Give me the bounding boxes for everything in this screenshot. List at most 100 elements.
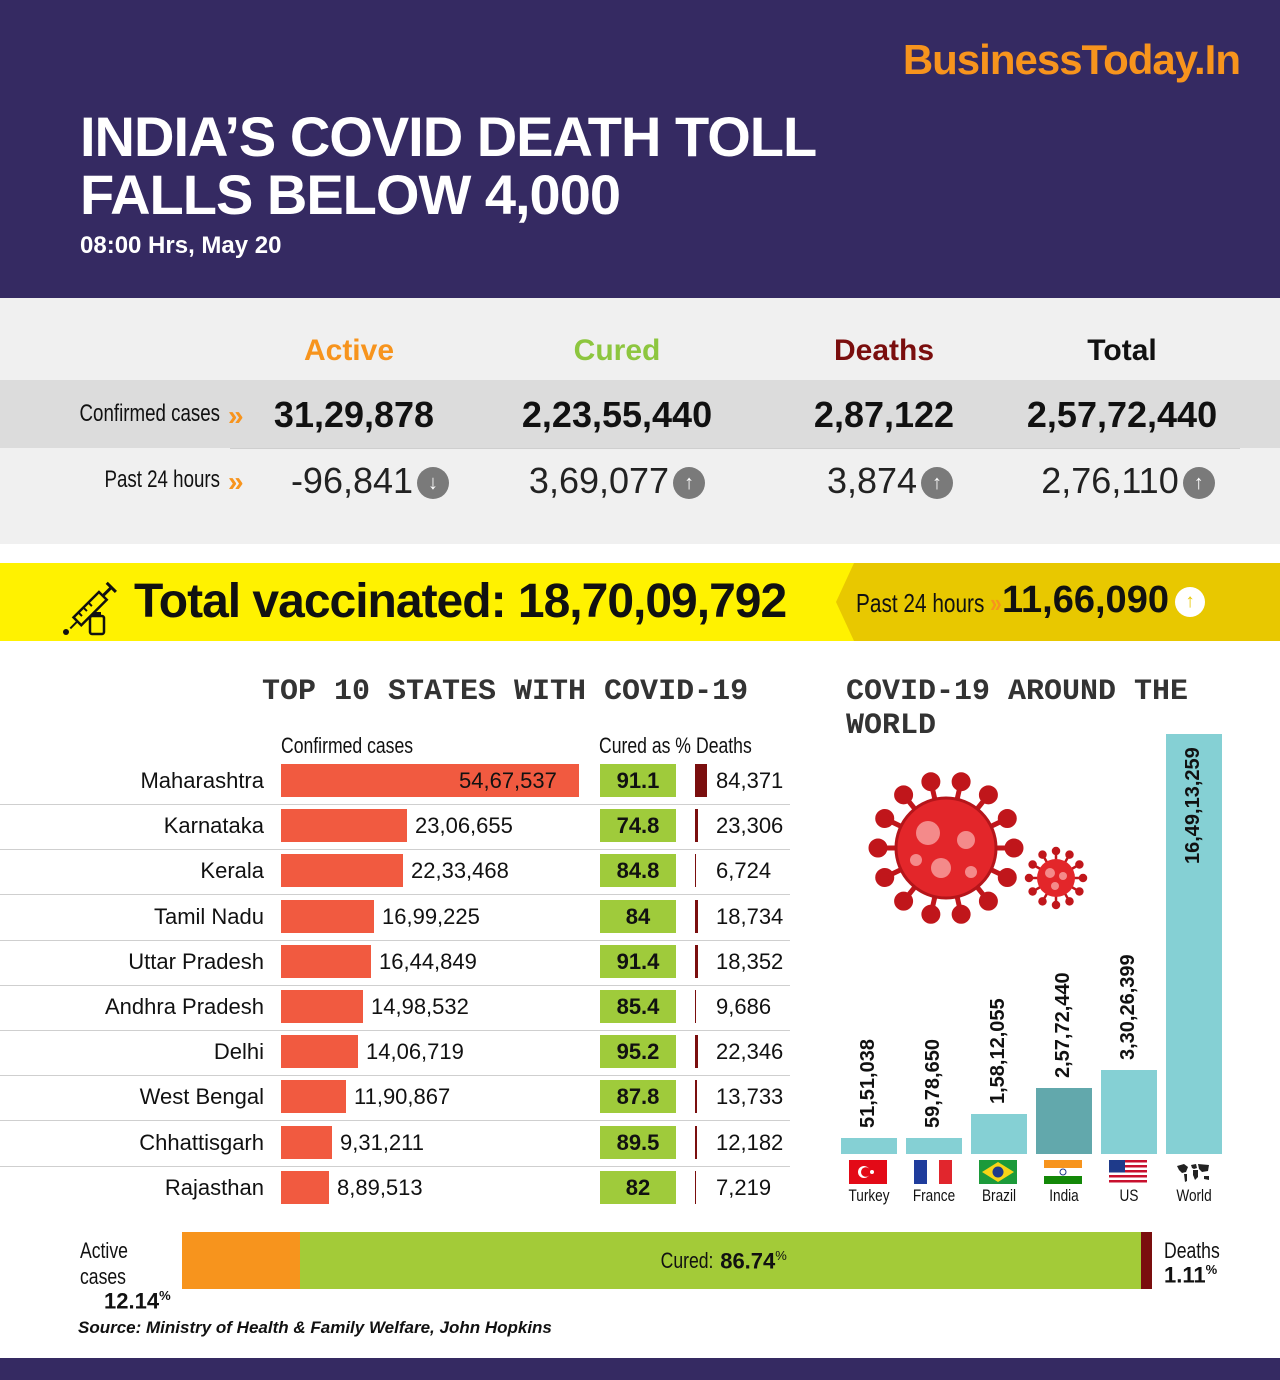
row-divider [0,939,790,941]
confirmed-value: 14,98,532 [371,994,469,1019]
state-name: Maharashtra [140,768,264,793]
state-name: West Bengal [139,1084,264,1110]
state-name: Chhattisgarh [139,1129,264,1155]
cured-pct-cell: 89.5 [600,1125,676,1159]
india-flag-icon [1044,1160,1082,1184]
world-value-label: 59,78,650 [922,1039,944,1128]
deaths-value: 6,724 [716,858,772,884]
confirmed-active: 31,29,878 [273,394,435,435]
row-divider [0,894,790,896]
world-country-name: India [1049,1186,1079,1205]
header-banner [0,0,1280,298]
vaccination-past24-value: 11,66,090 ↑ [1002,579,1205,622]
row-divider [0,984,790,986]
confirmed-bar [281,899,374,933]
state-name: Uttar Pradesh [128,948,264,974]
state-row: Uttar Pradesh 16,44,849 91.4 18,352 [0,941,790,986]
confirmed-cured: 2,23,55,440 [521,394,713,435]
deaths-bar [695,764,707,797]
share-segment-cured: Cured: 86.74% [299,1232,1142,1289]
deaths-value: 23,306 [716,813,784,839]
divider [230,448,1240,449]
past24-active: -96,841 ↓ [250,460,490,502]
active-share-label: Active cases 12.14% [80,1238,171,1314]
world-country-name: France [912,1186,956,1205]
col-active: Active [303,334,395,367]
confirmed-label: Confirmed cases [79,400,220,427]
cured-pct-cell: 85.4 [600,990,676,1023]
world-bar-world [1166,734,1222,1154]
deaths-bar [695,1035,698,1069]
virus-icon [868,772,1024,924]
brand-logo: BusinessToday.In [902,36,1241,83]
page-title: INDIA’S COVID DEATH TOLL FALLS BELOW 4,0… [80,105,816,226]
state-row: Karnataka 23,06,655 74.8 23,306 [0,805,790,851]
col-cured: Cured [573,334,661,367]
cured-pct-cell: 91.1 [600,764,676,797]
confirmed-value: 9,31,211 [340,1129,425,1155]
world-bar-us [1101,1070,1157,1154]
cured-pct-cell: 84.8 [600,854,676,888]
cured-pct-cell: 87.8 [600,1080,676,1114]
deaths-bar [695,1125,697,1159]
world-chart-title: COVID-19 AROUND THE WORLD [846,675,1189,743]
world-country-name: World [1176,1186,1212,1205]
cured-pct-cell: 84 [600,899,676,933]
deaths-bar [695,990,696,1023]
state-row: Kerala 22,33,468 84.8 6,724 [0,850,790,896]
col-confirmed-cases: Confirmed cases [281,733,414,758]
world-bar-brazil [971,1114,1027,1154]
confirmed-value: 14,06,719 [366,1039,464,1065]
world-value-label: 1,58,12,055 [987,998,1009,1104]
deaths-bar [695,809,698,843]
confirmed-bar [281,944,371,978]
confirmed-deaths: 2,87,122 [813,394,955,435]
state-name: Karnataka [163,813,264,839]
col-deaths: Deaths [833,334,935,367]
deaths-value: 84,371 [716,768,784,793]
chevron-icon: » [228,466,244,497]
arrow-up-icon: ↑ [673,467,706,500]
row-divider [0,849,790,851]
dateline: 08:00 Hrs, May 20 [80,232,282,259]
cured-pct-cell: 74.8 [600,809,676,843]
share-segment-active [182,1232,300,1289]
vaccination-total: Total vaccinated: 18,70,09,792 [134,575,787,628]
state-row: West Bengal 11,90,867 87.8 13,733 [0,1076,790,1122]
world-value-label: 3,30,26,399 [1117,954,1139,1060]
world-bar-turkey [841,1138,897,1154]
world-value-label: 51,51,038 [857,1039,879,1128]
cured-pct-cell: 95.2 [600,1035,676,1069]
confirmed-bar [281,990,363,1023]
deaths-bar [695,944,698,978]
us-flag-icon [1109,1160,1147,1184]
share-bar: Cured: 86.74% [182,1232,1152,1289]
confirmed-value: 11,90,867 [354,1084,451,1110]
world-map-icon [1177,1164,1209,1182]
arrow-up-icon: ↑ [1182,467,1215,500]
cured-share-label: Cured: 86.74% [660,1248,787,1274]
source-note: Source: Ministry of Health & Family Welf… [78,1318,552,1337]
confirmed-total: 2,57,72,440 [1026,394,1218,435]
past24-deaths: 3,874 ↑ [770,460,1010,502]
france-flag-icon [914,1160,952,1184]
world-bar-india [1036,1088,1092,1154]
confirmed-value: 22,33,468 [411,858,509,884]
state-row: Rajasthan 8,89,513 82 7,219 [0,1167,790,1212]
row-divider [0,1165,790,1167]
confirmed-bar [281,764,579,797]
past24-label: Past 24 hours [104,466,220,493]
cured-pct-cell: 82 [600,1170,676,1204]
world-bar-france [906,1138,962,1154]
arrow-up-icon: ↑ [921,467,954,500]
confirmed-value: 8,89,513 [337,1174,423,1200]
deaths-value: 18,352 [716,948,784,974]
vaccination-past24-label: Past 24 hours » [856,588,1002,618]
state-name: Tamil Nadu [153,903,264,929]
syringe-icon [63,581,117,636]
world-country-name: Brazil [981,1186,1016,1205]
state-row: Chhattisgarh 9,31,211 89.5 12,182 [0,1122,790,1167]
confirmed-bar [281,854,403,888]
confirmed-bar [281,1125,332,1159]
confirmed-band [0,380,1280,448]
